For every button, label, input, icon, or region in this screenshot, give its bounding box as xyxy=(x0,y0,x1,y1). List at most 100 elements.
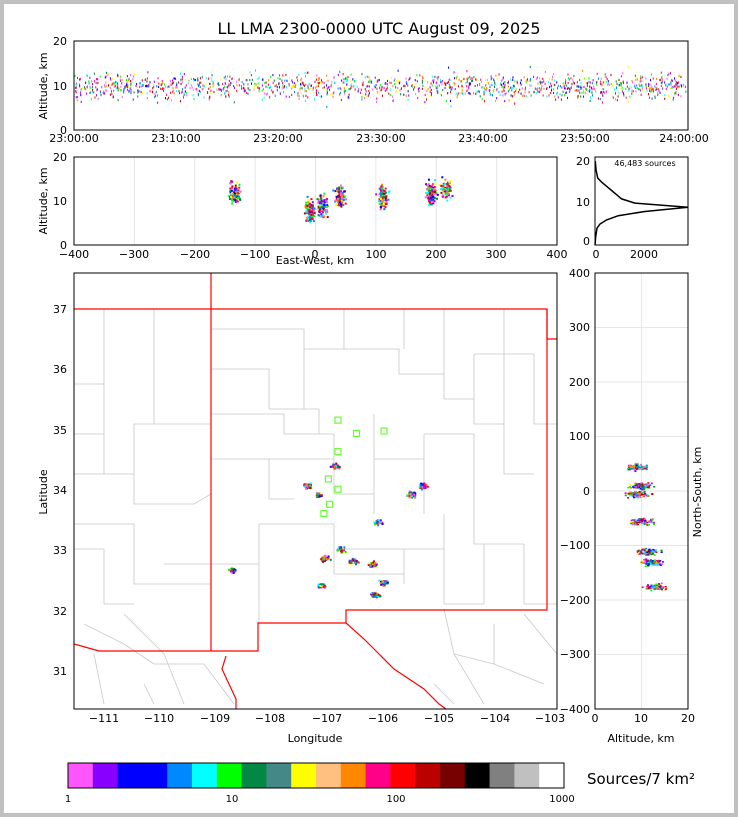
ew-source-point xyxy=(343,195,346,198)
ns-source-point xyxy=(627,464,630,467)
time-source-point xyxy=(571,82,573,86)
time-source-point xyxy=(604,75,606,79)
colorbar-tick-label: 100 xyxy=(386,794,405,805)
ns-source-point xyxy=(647,482,650,484)
time-source-point xyxy=(193,89,195,92)
ew-source-point xyxy=(306,212,309,215)
ew-source-point xyxy=(313,212,316,215)
time-source-point xyxy=(86,86,88,89)
time-source-point xyxy=(606,78,608,81)
time-source-point xyxy=(318,84,320,87)
time-source-point xyxy=(321,95,323,98)
time-source-point xyxy=(149,81,151,84)
ns-source-point xyxy=(646,585,649,588)
time-source-point xyxy=(500,83,502,86)
map-source-point xyxy=(327,555,330,558)
time-source-point xyxy=(339,93,341,96)
time-source-point xyxy=(650,84,652,87)
time-source-point xyxy=(635,78,637,81)
time-source-point xyxy=(450,90,452,94)
time-source-point xyxy=(361,95,363,99)
ew-source-point xyxy=(326,204,329,207)
time-source-point xyxy=(269,86,271,89)
time-source-point xyxy=(236,84,238,87)
time-source-point xyxy=(307,84,309,88)
ns-source-point xyxy=(629,487,632,489)
time-source-point xyxy=(572,81,574,84)
time-source-point xyxy=(628,89,630,93)
map-source-point xyxy=(306,485,309,488)
map-source-point xyxy=(332,463,335,466)
map-source-point xyxy=(325,558,328,561)
ew-source-point xyxy=(326,201,329,204)
ew-source-point xyxy=(233,194,236,197)
time-source-point xyxy=(456,96,458,99)
time-source-point xyxy=(439,92,441,95)
time-source-point xyxy=(96,94,98,97)
time-source-point xyxy=(347,96,349,99)
time-source-point xyxy=(349,88,351,91)
ew-source-point xyxy=(447,185,450,188)
ew-source-point xyxy=(339,203,342,206)
ew-source-point xyxy=(449,196,452,199)
ew-source-point xyxy=(340,190,343,193)
time-source-point xyxy=(131,80,133,84)
time-source-point xyxy=(523,94,525,97)
time-source-point xyxy=(123,91,125,94)
time-source-point xyxy=(601,92,603,95)
map-source-point xyxy=(377,521,380,524)
ew-source-point xyxy=(318,208,321,211)
map-source-point xyxy=(383,584,386,587)
time-source-point xyxy=(265,85,267,88)
time-source-point xyxy=(318,81,320,85)
ew-source-point xyxy=(341,191,344,194)
map-source-point xyxy=(376,522,379,525)
ew-source-point xyxy=(440,184,443,187)
time-source-point xyxy=(600,90,602,94)
time-source-point xyxy=(677,82,679,85)
time-source-point xyxy=(109,83,111,86)
map-source-point xyxy=(319,495,322,498)
time-source-point xyxy=(207,91,209,94)
map-source-point xyxy=(420,484,423,487)
time-source-point xyxy=(75,90,77,93)
time-source-point xyxy=(368,89,370,93)
ew-source-point xyxy=(317,214,320,217)
time-source-point xyxy=(645,87,647,90)
time-source-point xyxy=(537,90,539,93)
time-source-point xyxy=(464,92,466,95)
time-source-point xyxy=(659,78,661,81)
ew-source-point xyxy=(236,192,239,195)
ns-source-point xyxy=(635,464,638,466)
ew-source-point xyxy=(338,189,341,192)
time-source-point xyxy=(475,92,477,95)
time-source-point xyxy=(416,80,418,83)
ew-source-point xyxy=(447,184,450,187)
time-source-point xyxy=(130,84,132,87)
time-source-point xyxy=(386,86,388,89)
time-source-point xyxy=(316,93,318,97)
ns-source-point xyxy=(649,484,652,486)
time-source-point xyxy=(542,94,544,97)
time-source-point xyxy=(450,86,452,89)
ew-source-point xyxy=(307,201,310,204)
time-source-point xyxy=(553,88,555,91)
time-source-point xyxy=(648,84,650,87)
time-source-point xyxy=(615,98,617,101)
ew-source-point xyxy=(235,187,238,190)
time-source-point xyxy=(302,82,304,85)
ew-source-point xyxy=(312,215,315,218)
time-source-point xyxy=(162,89,164,92)
time-source-point xyxy=(670,81,672,84)
ew-grid xyxy=(73,157,558,245)
lat-tick-label: 33 xyxy=(53,544,67,557)
ew-source-point xyxy=(237,189,240,192)
time-source-point xyxy=(557,87,559,90)
ns-source-point xyxy=(642,486,645,488)
ew-source-point xyxy=(447,194,450,197)
ns-source-point xyxy=(637,486,640,488)
time-source-point xyxy=(211,71,213,74)
ns-source-point xyxy=(637,552,640,554)
ns-source-point xyxy=(636,523,639,526)
time-source-point xyxy=(650,73,652,76)
